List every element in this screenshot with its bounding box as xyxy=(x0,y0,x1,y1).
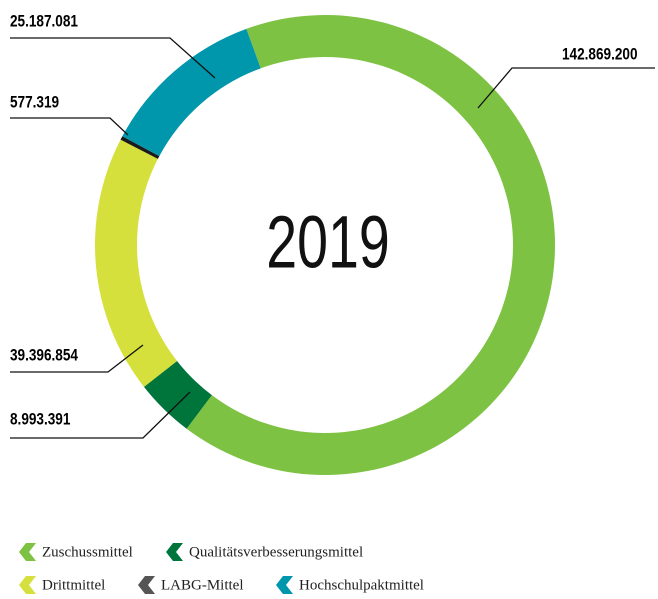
legend-label: Drittmittel xyxy=(42,577,105,593)
leader-line xyxy=(10,391,191,439)
donut-slice xyxy=(122,28,261,157)
leader-line xyxy=(10,117,129,136)
value-label: 39.396.854 xyxy=(10,346,78,365)
donut-slice xyxy=(95,139,178,387)
legend-label: Zuschussmittel xyxy=(42,544,133,560)
value-label: 8.993.391 xyxy=(10,410,71,429)
value-label: 142.869.200 xyxy=(562,45,638,64)
legend-icon xyxy=(19,543,36,561)
donut-slice xyxy=(120,136,160,159)
value-label: 577.319 xyxy=(10,93,59,112)
leader-line xyxy=(477,67,655,109)
center-label: 2019 xyxy=(266,201,389,284)
donut-slice xyxy=(186,15,555,476)
leader-line xyxy=(10,344,144,373)
legend-icon xyxy=(138,576,155,594)
value-label: 25.187.081 xyxy=(10,12,78,31)
leader-line xyxy=(10,37,216,79)
legend-icon xyxy=(19,576,36,594)
legend-icon xyxy=(276,576,293,594)
legend-label: LABG-Mittel xyxy=(161,577,244,593)
legend-label: Qualitätsverbesserungsmittel xyxy=(189,544,363,560)
legend-label: Hochschulpaktmittel xyxy=(299,577,424,593)
legend-icon xyxy=(166,543,183,561)
donut-slice xyxy=(143,360,212,429)
